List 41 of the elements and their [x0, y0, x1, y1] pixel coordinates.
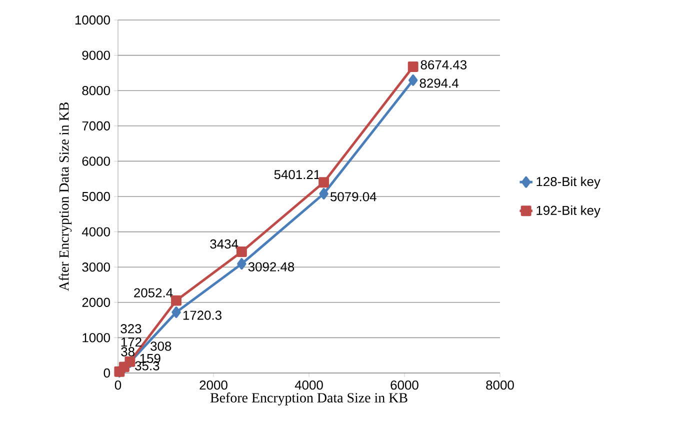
- x-tick-label: 4000: [294, 380, 323, 390]
- data-label: 35.3: [135, 361, 160, 370]
- y-axis-title: After Encryption Data Size in KB: [58, 102, 72, 292]
- x-tick-label: 6000: [390, 380, 418, 390]
- data-label: 8294.4: [420, 78, 458, 88]
- point: [408, 74, 418, 86]
- data-label: 308: [150, 342, 172, 351]
- data-label: 8674.43: [420, 60, 467, 70]
- data-label: 38: [121, 347, 134, 356]
- legend-label: 192-Bit key: [536, 205, 600, 218]
- x-tick-label: 8000: [486, 380, 514, 390]
- y-tick-label: 6000: [82, 156, 110, 166]
- y-tick-label: 8000: [82, 86, 110, 96]
- legend-label: 128-Bit key: [536, 176, 600, 189]
- point: [172, 306, 181, 318]
- y-tick-label: 5000: [82, 192, 110, 202]
- y-tick-label: 2000: [82, 298, 110, 307]
- y-tick-label: 0: [104, 368, 110, 378]
- data-label: 5079.04: [330, 192, 376, 202]
- data-label: 5401.21: [274, 170, 320, 180]
- y-tick-label: 9000: [82, 50, 110, 60]
- y-tick-label: 4000: [82, 227, 110, 236]
- data-label: 3434: [210, 239, 238, 249]
- data-label: 159: [140, 354, 160, 364]
- x-tick-label: 2000: [200, 380, 228, 390]
- point: [237, 258, 246, 270]
- point: [408, 62, 418, 72]
- y-tick-label: 1000: [82, 333, 110, 342]
- data-label: 172: [121, 337, 142, 347]
- y-tick-label: 10000: [75, 15, 110, 25]
- data-label: 323: [120, 324, 142, 334]
- x-tick-label: 0: [114, 380, 122, 390]
- point: [318, 177, 330, 188]
- point: [171, 295, 182, 306]
- y-tick-label: 3000: [82, 262, 110, 272]
- data-label: 1720.3: [183, 310, 222, 320]
- point: [319, 188, 328, 200]
- data-label: 3092.48: [248, 262, 294, 272]
- x-axis-title: Before Encryption Data Size in KB: [210, 392, 408, 406]
- y-tick-label: 7000: [82, 121, 110, 130]
- data-label: 2052.4: [134, 288, 173, 298]
